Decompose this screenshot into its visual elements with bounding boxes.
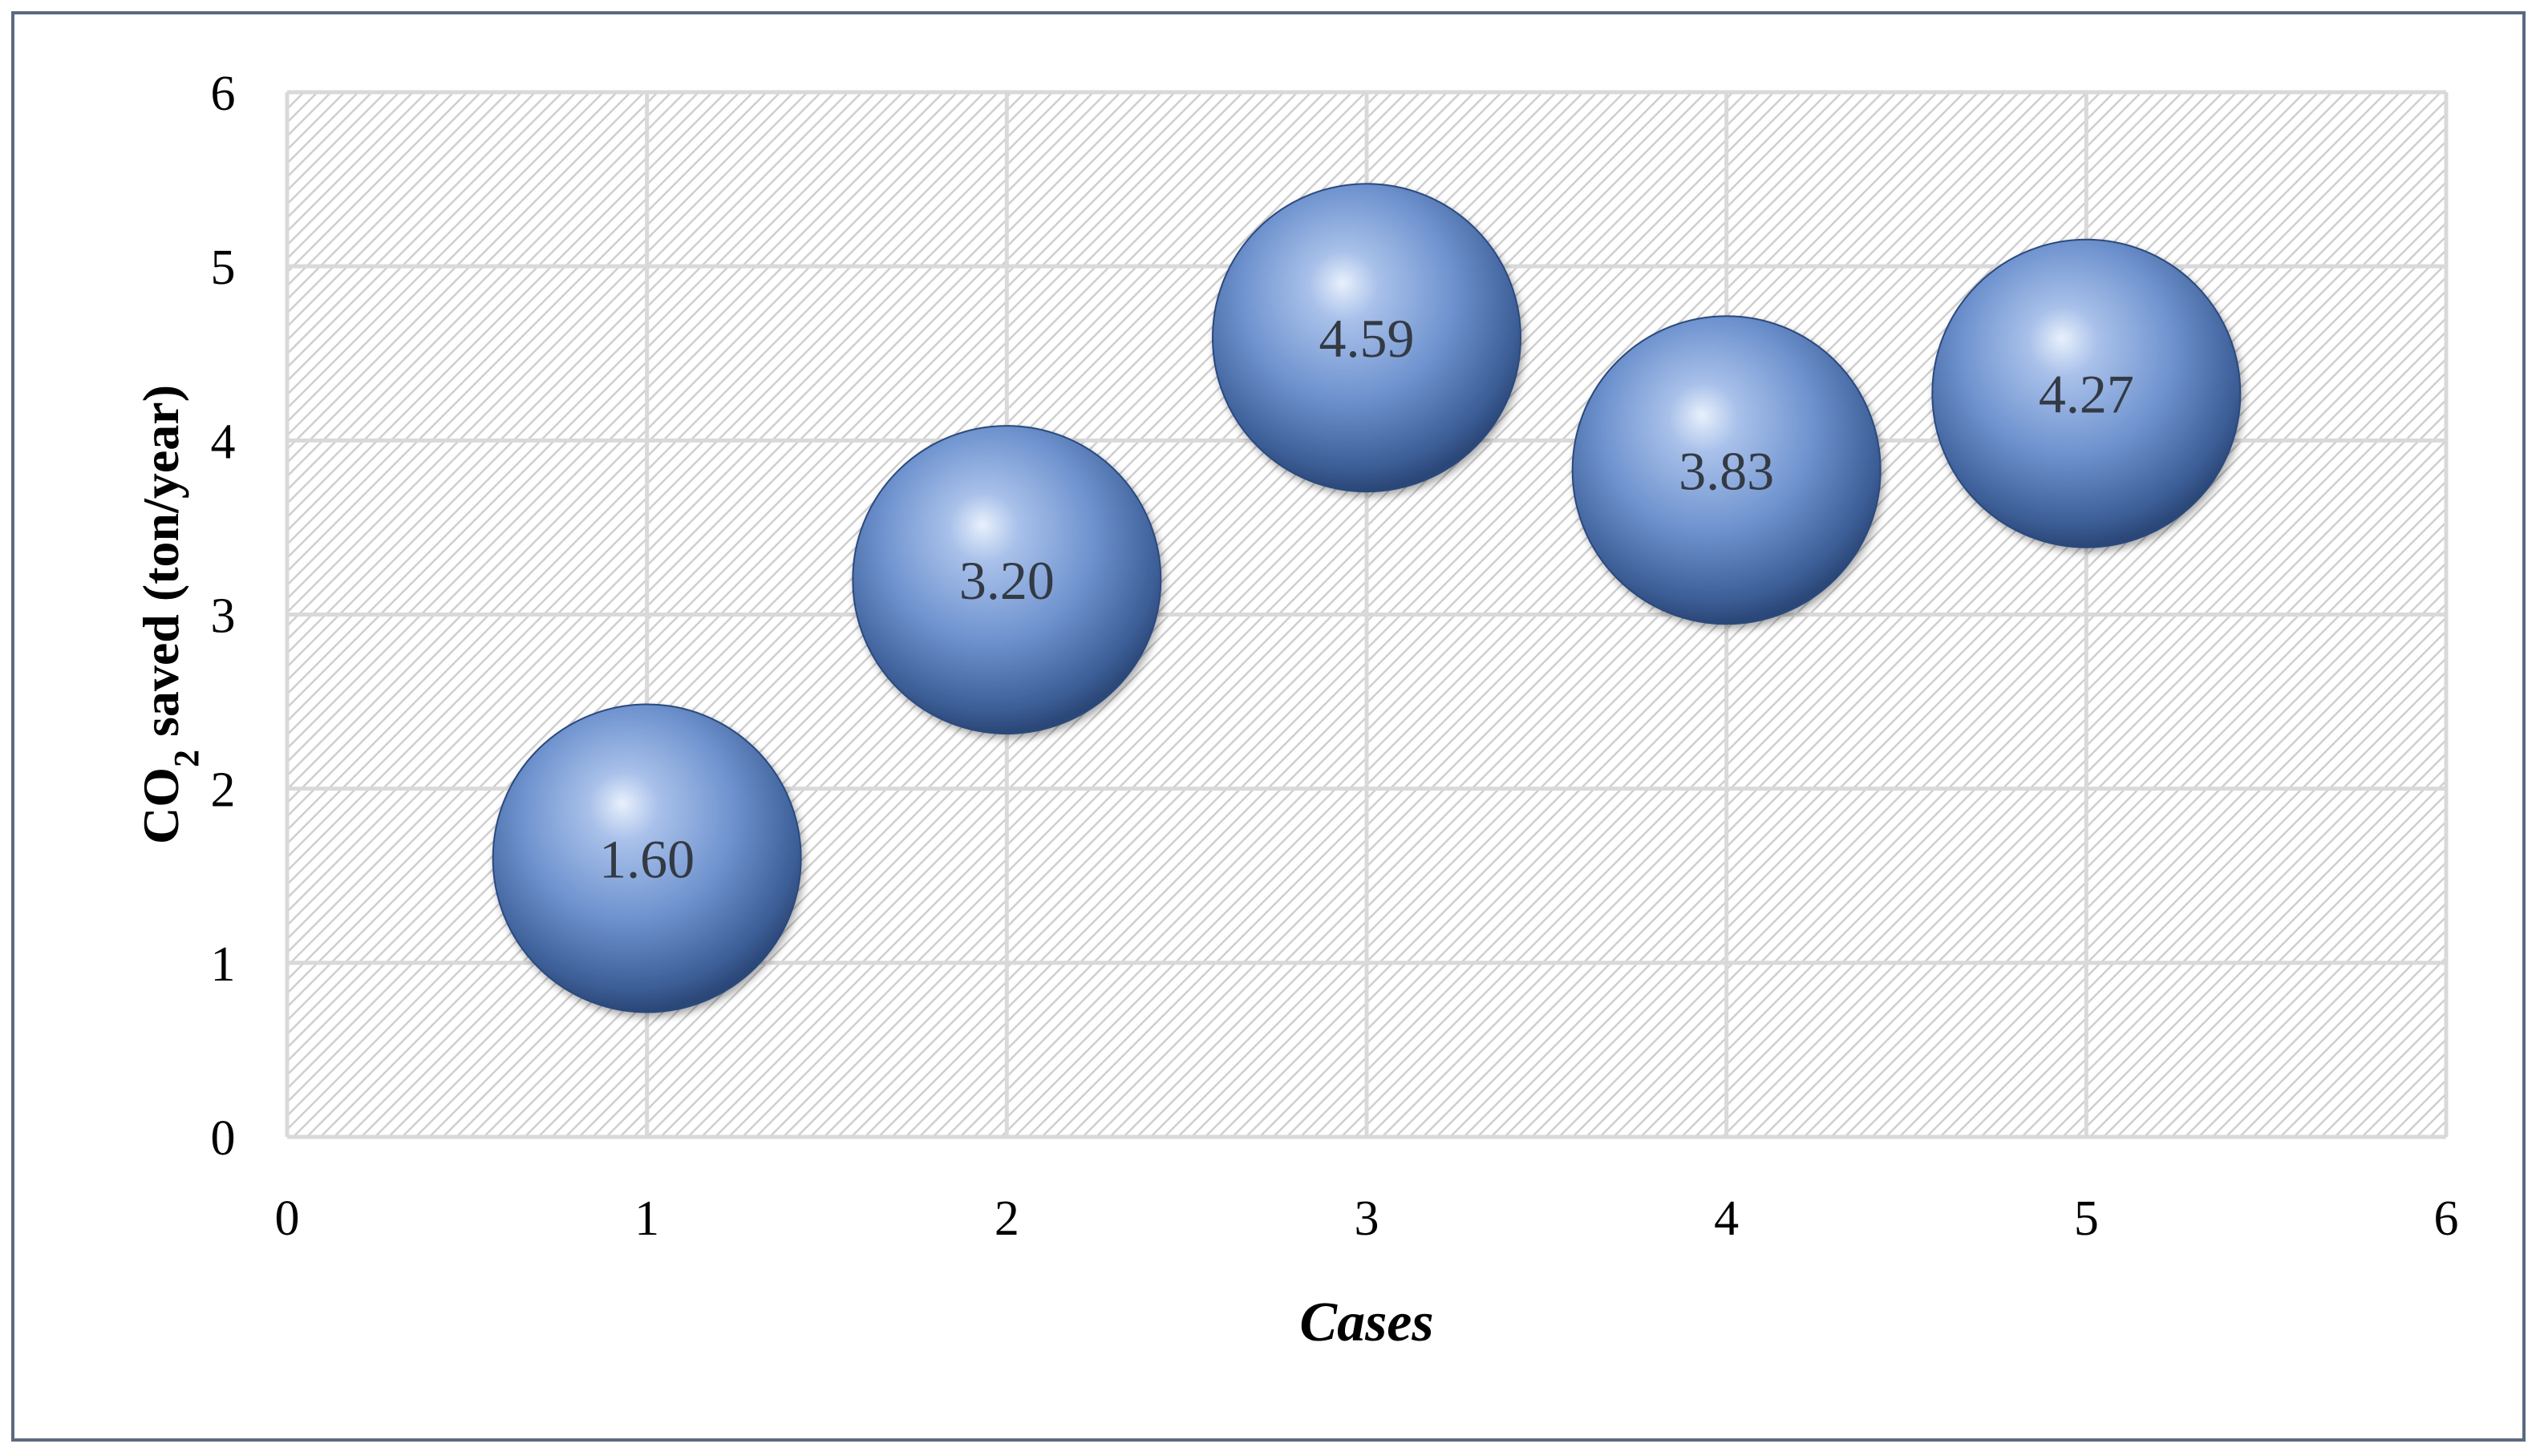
x-tick-label: 2	[995, 1191, 1019, 1246]
bubble	[492, 703, 802, 1013]
y-tick-label: 0	[211, 1111, 236, 1166]
bubble-series	[492, 183, 2242, 1013]
bubble	[1571, 315, 1882, 625]
x-axis-title: Cases	[1299, 1292, 1433, 1353]
x-axis-ticks: 0 1 2 3 4 5 6	[275, 1191, 2459, 1246]
y-tick-label: 5	[211, 241, 236, 295]
bubble	[1212, 183, 1521, 493]
x-tick-label: 3	[1355, 1191, 1379, 1246]
bubble-value-label: 4.27	[2039, 364, 2134, 425]
y-axis-title-prefix: CO	[132, 767, 189, 844]
bubble-value-label: 1.60	[599, 829, 695, 890]
y-tick-label: 3	[211, 589, 236, 644]
x-tick-label: 0	[275, 1191, 300, 1246]
y-axis-ticks: 0 1 2 3 4 5 6	[211, 67, 236, 1166]
bubble-value-label: 3.83	[1679, 440, 1774, 501]
y-axis-title: CO2 saved (ton/year)	[132, 385, 206, 844]
y-tick-label: 1	[211, 937, 236, 992]
y-tick-label: 2	[211, 763, 236, 818]
x-tick-label: 4	[1714, 1191, 1739, 1246]
x-tick-label: 1	[634, 1191, 659, 1246]
y-tick-label: 6	[211, 67, 236, 121]
data-labels: 1.60 3.20 4.59 3.83 4.27	[599, 308, 2134, 889]
y-axis-title-subscript: 2	[167, 750, 206, 767]
bubble-value-label: 4.59	[1319, 308, 1415, 369]
y-tick-label: 4	[211, 415, 236, 469]
bubble-value-label: 3.20	[959, 550, 1055, 611]
bubble	[1931, 238, 2242, 548]
x-tick-label: 5	[2074, 1191, 2099, 1246]
bubble	[852, 425, 1162, 735]
x-tick-label: 6	[2434, 1191, 2459, 1246]
y-axis-title-suffix: saved (ton/year)	[132, 385, 189, 750]
